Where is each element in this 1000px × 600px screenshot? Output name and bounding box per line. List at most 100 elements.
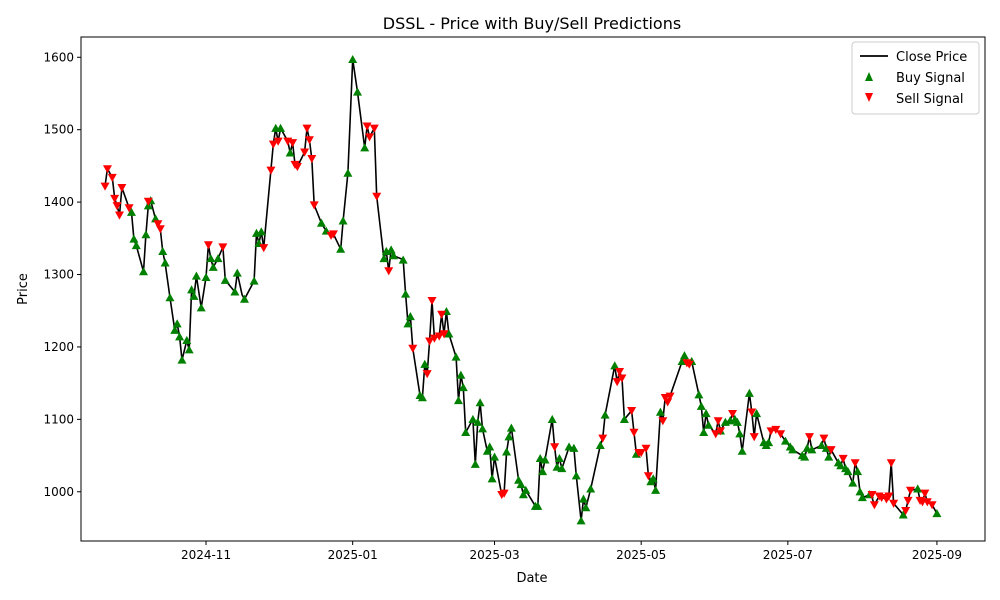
- y-tick-label: 1300: [43, 268, 74, 282]
- buy-signal-marker: [461, 427, 471, 436]
- sell-signal-marker: [728, 409, 738, 419]
- buy-signal-marker: [196, 303, 206, 312]
- buy-signal-marker: [131, 241, 141, 250]
- buy-signal-marker: [848, 478, 858, 487]
- buy-signal-marker: [172, 319, 182, 328]
- buy-signal-marker: [571, 471, 581, 480]
- sell-signal-marker: [155, 225, 165, 234]
- y-tick-label: 1100: [43, 412, 74, 426]
- sell-signal-marker: [112, 202, 122, 211]
- buy-signal-marker: [249, 276, 259, 285]
- sell-signal-marker: [107, 173, 117, 182]
- buy-signal-marker: [807, 445, 817, 454]
- chart-title: DSSL - Price with Buy/Sell Predictions: [383, 14, 681, 33]
- sell-signal-marker: [684, 360, 694, 369]
- buy-signal-marker: [677, 356, 687, 366]
- sell-signal-marker: [636, 449, 646, 458]
- sell-signal-marker: [307, 155, 317, 164]
- sell-signal-marker: [612, 378, 622, 387]
- buy-signal-marker: [817, 440, 827, 450]
- sell-signal-marker: [437, 310, 447, 319]
- sell-signal-marker: [711, 430, 721, 439]
- sell-signal-marker: [218, 243, 228, 252]
- buy-signal-marker: [735, 429, 745, 438]
- buy-signal-marker: [256, 227, 266, 236]
- sell-signal-marker: [867, 491, 877, 500]
- buy-signal-marker: [458, 382, 468, 392]
- sell-signal-marker: [615, 367, 625, 377]
- buy-signal-marker: [232, 268, 242, 277]
- buy-signal-marker: [578, 494, 588, 503]
- buy-signal-marker: [694, 390, 704, 399]
- buy-signal-marker: [230, 287, 240, 296]
- x-axis-ticks: 2024-11 2025-01 2025-03 2025-05 2025-07 2025-…: [181, 541, 962, 562]
- plot-frame: [80, 36, 986, 542]
- sell-signal-marker: [617, 374, 627, 383]
- buy-signal-marker: [417, 393, 427, 402]
- buy-signal-marker: [821, 443, 831, 452]
- buy-signal-marker: [780, 436, 790, 445]
- sell-signal-marker: [927, 501, 937, 510]
- buy-signal-marker: [576, 516, 586, 525]
- sell-signal-marker: [884, 492, 894, 501]
- buy-signal-marker: [401, 289, 411, 298]
- buy-signal-marker: [836, 461, 846, 470]
- buy-signal-marker: [191, 271, 201, 280]
- sell-signal-marker: [550, 443, 560, 452]
- sell-signal-marker: [716, 427, 726, 436]
- buy-signal-marker: [182, 335, 192, 345]
- y-tick-label: 1600: [43, 50, 74, 64]
- buy-signal-marker: [189, 291, 199, 300]
- sell-signal-marker: [328, 230, 338, 239]
- x-tick-label: 2025-07: [763, 548, 813, 562]
- x-axis-label: Date: [516, 571, 547, 586]
- sell-signal-marker: [826, 446, 836, 455]
- sell-signal-marker: [886, 459, 896, 468]
- buy-signal-marker: [487, 474, 497, 483]
- sell-signal-marker: [629, 428, 639, 437]
- sell-signal-marker: [901, 506, 911, 516]
- buy-signal-marker: [913, 484, 923, 493]
- sell-signal-marker: [869, 501, 879, 510]
- sell-signal-marker: [259, 244, 269, 253]
- buy-signal-marker: [800, 452, 810, 461]
- sell-signal-marker: [114, 211, 124, 220]
- buy-signal-marker: [557, 464, 567, 473]
- buy-signal-marker: [581, 503, 591, 512]
- sell-signal-marker: [903, 496, 913, 505]
- buy-signal-marker: [158, 246, 168, 255]
- sell-signal-marker: [713, 417, 723, 426]
- buy-signal-marker: [538, 466, 548, 476]
- sell-signal-marker: [143, 197, 153, 206]
- buy-signal-marker: [343, 168, 353, 177]
- buy-signal-marker: [206, 254, 216, 263]
- buy-signal-marker: [504, 432, 514, 441]
- buy-signal-marker: [752, 409, 762, 418]
- legend: Close Price Buy Signal Sell Signal: [851, 41, 980, 115]
- sell-signal-marker: [309, 201, 319, 210]
- sell-signal-marker: [747, 408, 757, 417]
- y-tick-label: 1200: [43, 340, 74, 354]
- buy-signal-marker: [699, 427, 709, 436]
- sell-signal-marker: [771, 425, 781, 434]
- buy-signal-marker: [478, 424, 488, 433]
- buy-signal-marker: [160, 258, 170, 267]
- buy-signal-marker: [177, 355, 187, 364]
- buy-signal-marker: [857, 493, 867, 502]
- buy-signal-marker: [453, 396, 463, 405]
- y-axis-ticks: 1000 1100 1200 1300 1400 1500 1600: [43, 50, 81, 499]
- buy-signal-marker: [518, 490, 528, 499]
- buy-signal-marker: [701, 409, 711, 418]
- buy-signal-marker: [737, 446, 747, 455]
- sell-signal-marker: [658, 417, 668, 426]
- buy-signal-marker: [141, 230, 151, 239]
- buy-signal-marker: [516, 480, 526, 489]
- buy-signal-marker: [360, 143, 370, 152]
- sell-signal-marker: [499, 489, 509, 498]
- plot-area: [100, 54, 942, 525]
- buy-signal-marker: [732, 417, 742, 426]
- buy-signal-marker: [336, 244, 346, 253]
- buy-signal-marker: [540, 455, 550, 464]
- sell-signal-marker: [922, 498, 932, 507]
- buy-signal-marker: [220, 275, 230, 284]
